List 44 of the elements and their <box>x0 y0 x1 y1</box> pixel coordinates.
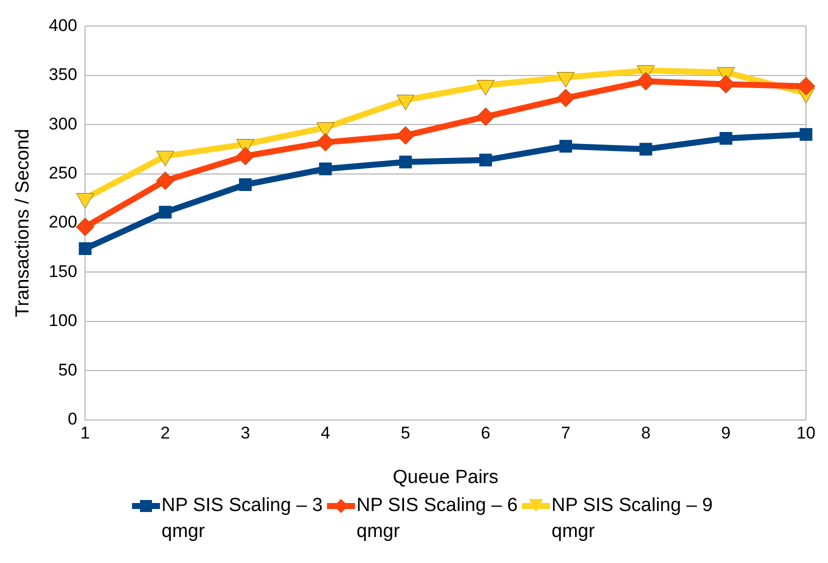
point <box>76 218 94 236</box>
point <box>556 88 575 108</box>
y-tick-label: 50 <box>58 360 78 380</box>
point <box>156 171 175 190</box>
y-tick-label: 150 <box>48 262 78 281</box>
y-tick-label: 0 <box>68 409 78 428</box>
point <box>479 154 492 166</box>
x-tick-label: 3 <box>240 424 250 443</box>
x-tick-label: 5 <box>400 424 410 443</box>
point <box>78 242 92 255</box>
point <box>800 128 812 141</box>
x-tick-label: 4 <box>320 424 330 443</box>
x-tick-label: 7 <box>560 424 570 443</box>
y-tick-label: 200 <box>48 212 78 232</box>
point <box>559 140 572 153</box>
y-tick-label: 400 <box>48 16 78 35</box>
y-tick-label: 350 <box>48 65 78 84</box>
legend-label: NP SIS Scaling – 9 qmgr <box>552 494 714 544</box>
x-tick-label: 2 <box>160 424 170 443</box>
point <box>236 146 255 166</box>
point <box>476 107 495 126</box>
x-tick-label: 6 <box>480 424 490 443</box>
point <box>796 76 816 96</box>
x-tick-label: 8 <box>641 424 651 443</box>
point <box>639 142 652 156</box>
legend-label: NP SIS Scaling – 6 qmgr <box>356 494 519 544</box>
point <box>238 178 252 191</box>
y-tick-label: 300 <box>48 114 78 134</box>
point <box>158 206 172 219</box>
y-tick-label: 100 <box>48 311 78 330</box>
point <box>636 72 656 91</box>
point <box>399 156 412 168</box>
x-tick-label: 10 <box>796 424 816 443</box>
point <box>720 132 732 145</box>
point <box>716 75 736 94</box>
point <box>316 133 335 152</box>
x-axis-title: Queue Pairs <box>392 466 498 488</box>
legend-label: NP SIS Scaling – 3 qmgr <box>162 494 324 544</box>
point <box>396 126 415 145</box>
y-tick-label: 250 <box>48 163 78 182</box>
y-axis-title: Transactions / Second <box>12 128 34 318</box>
x-tick-label: 1 <box>80 424 90 443</box>
x-tick-label: 9 <box>721 424 731 443</box>
point <box>319 162 332 176</box>
